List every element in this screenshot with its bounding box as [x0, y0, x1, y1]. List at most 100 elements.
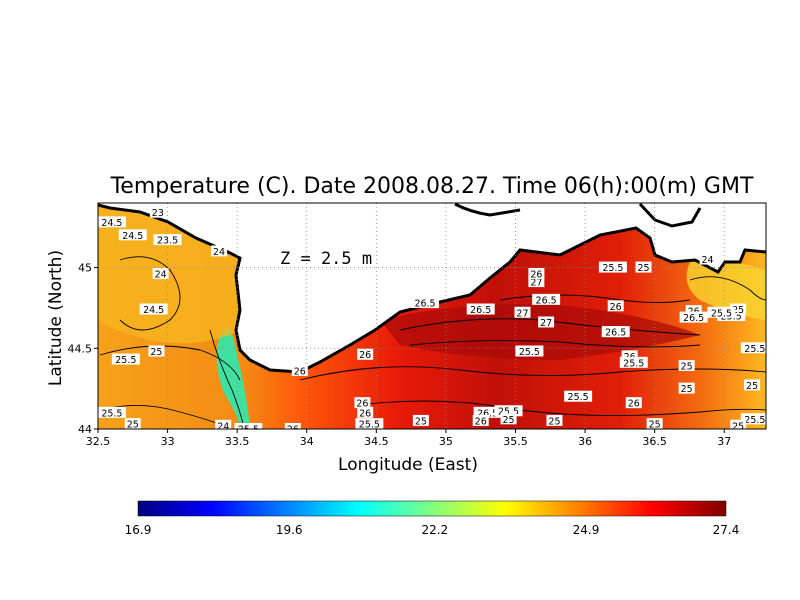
contour-label: 24.5	[119, 229, 147, 242]
x-tick-label: 36	[578, 435, 592, 448]
contour-label-text: 25	[681, 384, 693, 395]
contour-label: 26	[608, 300, 624, 313]
contour-label-text: 23	[152, 208, 164, 219]
contour-label: 25.5	[564, 391, 592, 404]
contour-label-text: 25.5	[711, 308, 732, 319]
contour-label-text: 25.5	[602, 263, 623, 274]
x-tick-label: 36.5	[642, 435, 667, 448]
contour-label-text: 26	[475, 416, 487, 427]
contour-label-text: 25.5	[568, 392, 589, 403]
contour-label: 25.5	[620, 357, 648, 370]
contour-label: 26.5	[411, 297, 439, 310]
contour-label: 26	[626, 397, 642, 410]
contour-label: 25	[148, 346, 164, 359]
contour-label-text: 26.5	[414, 299, 435, 310]
colorbar	[138, 501, 726, 516]
contour-label: 24	[215, 420, 231, 433]
contour-label: 26	[357, 407, 373, 420]
contour-label-text: 26	[359, 350, 371, 361]
contour-label-text: 25.5	[623, 358, 644, 369]
contour-label-text: 26.5	[605, 328, 626, 339]
contour-label-text: 25	[637, 263, 649, 274]
contour-label-text: 25	[150, 347, 162, 358]
contour-label: 26.5	[680, 312, 708, 325]
contour-label-text: 26	[287, 425, 299, 436]
x-tick-label: 32.5	[86, 435, 111, 448]
contour-label-text: 27	[540, 318, 552, 329]
colorbar-tick-label: 19.6	[276, 523, 303, 537]
contour-label-text: 24.5	[122, 231, 143, 242]
map-title: Temperature (C). Date 2008.08.27. Time 0…	[110, 174, 754, 199]
contour-label-text: 25	[746, 381, 758, 392]
colorbar-tick-label: 24.9	[573, 523, 600, 537]
contour-label: 23	[150, 207, 166, 220]
contour-label: 25	[679, 383, 695, 396]
colorbar-tick-label: 27.4	[713, 523, 740, 537]
x-axis-ticks: 32.5 33 33.5 34 34.5 35 35.5 36 36.5 37	[86, 429, 732, 448]
contour-label-text: 26	[294, 366, 306, 377]
contour-label: 26.5	[602, 326, 630, 339]
contour-label: 26	[292, 365, 308, 378]
contour-label-text: 26.5	[470, 305, 491, 316]
y-tick-label: 45	[78, 262, 92, 275]
contour-label: 24	[153, 268, 169, 281]
contour-label: 26	[473, 415, 489, 428]
contour-label: 26.5	[532, 294, 560, 307]
contour-label: 25.5	[741, 342, 769, 355]
contour-label: 26.5	[467, 304, 495, 317]
contour-label-text: 25.5	[744, 344, 765, 355]
x-axis-label: Longitude (East)	[338, 455, 478, 475]
contour-label-text: 24	[213, 247, 225, 258]
map-area: 24.52324.5 23.5242424.52525.525.525 24 25.5…	[98, 203, 769, 436]
contour-label: 26	[357, 349, 373, 362]
contour-label-text: 26	[359, 408, 371, 419]
contour-label-text: 27	[516, 308, 528, 319]
contour-label: 25	[413, 415, 429, 428]
contour-label: 25	[730, 420, 746, 433]
contour-label-text: 24.5	[143, 305, 164, 316]
contour-label-text: 23.5	[157, 236, 178, 247]
contour-label: 25.5	[599, 262, 627, 275]
colorbar-ticks: 16.9 19.6 22.2 24.9 27.4	[125, 523, 740, 537]
contour-label-text: 26	[628, 399, 640, 410]
contour-label: 25	[636, 262, 652, 275]
contour-label-text: 25.5	[115, 355, 136, 366]
contour-label-text: 25.5	[101, 408, 122, 419]
contour-label-text: 25.5	[238, 425, 259, 436]
x-tick-label: 33.5	[225, 435, 250, 448]
contour-label: 26	[528, 268, 544, 281]
x-tick-label: 35	[439, 435, 453, 448]
contour-label-text: 24.5	[101, 218, 122, 229]
contour-label-text: 25	[732, 421, 744, 432]
contour-label-text: 26	[530, 270, 542, 281]
depth-label: Z = 2.5 m	[280, 249, 372, 269]
x-tick-label: 34.5	[364, 435, 389, 448]
contour-label: 24.5	[140, 304, 168, 317]
contour-label-text: 25	[681, 362, 693, 373]
y-tick-label: 44	[78, 423, 92, 436]
contour-label-text: 25	[502, 415, 514, 426]
contour-label: 23.5	[154, 234, 182, 247]
contour-label: 27	[538, 316, 554, 329]
contour-label-text: 26.5	[683, 313, 704, 324]
contour-label-text: 26	[610, 302, 622, 313]
contour-label: 27	[514, 307, 530, 320]
contour-label: 25.5	[515, 346, 543, 359]
x-tick-label: 35.5	[503, 435, 528, 448]
contour-label-text: 24	[155, 270, 167, 281]
contour-label-text: 25.5	[519, 347, 540, 358]
y-axis-label: Latitude (North)	[46, 250, 66, 386]
x-tick-label: 37	[717, 435, 731, 448]
contour-label: 25	[744, 379, 760, 392]
colorbar-tick-label: 22.2	[421, 523, 448, 537]
temperature-map-figure: Temperature (C). Date 2008.08.27. Time 0…	[0, 0, 800, 600]
contour-label: 24	[211, 245, 227, 258]
x-tick-label: 33	[161, 435, 175, 448]
y-tick-label: 44.5	[68, 342, 93, 355]
contour-label-text: 25	[548, 416, 560, 427]
contour-label: 25.5	[112, 354, 140, 367]
contour-label: 24	[700, 254, 716, 267]
contour-label: 25.5	[98, 407, 126, 420]
contour-label-text: 24	[217, 421, 229, 432]
contour-label-text: 25.5	[744, 415, 765, 426]
